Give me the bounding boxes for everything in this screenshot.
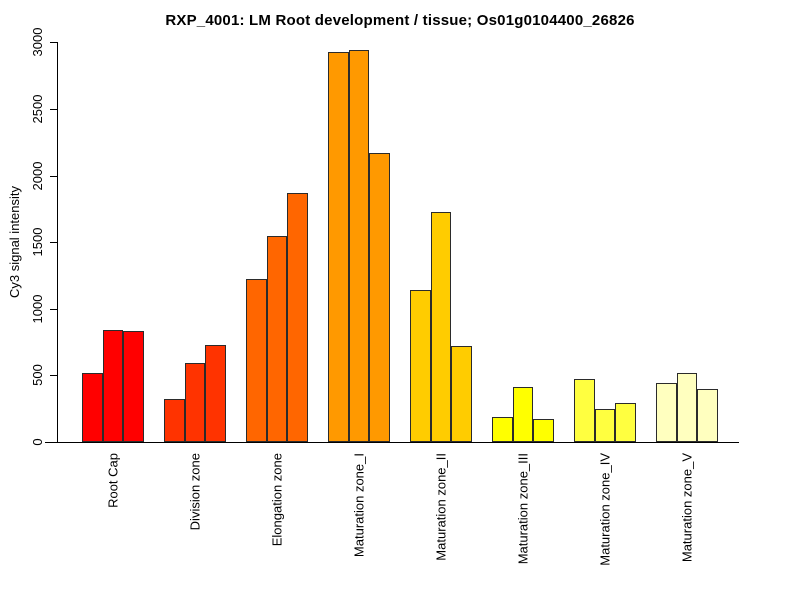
bar-root-cap-2 — [102, 330, 124, 442]
bar-division-zone-1 — [164, 398, 185, 442]
bar-elongation-zone-1 — [246, 278, 267, 442]
y-tick-label: 1000 — [30, 294, 45, 324]
bar-maturation-zone-ii-1 — [410, 290, 431, 442]
bar-maturation-zone-i-2 — [348, 50, 370, 442]
y-tick-label: 500 — [30, 364, 45, 387]
bar-root-cap-3 — [123, 330, 145, 442]
bar-maturation-zone-iii-3 — [533, 418, 555, 442]
y-tick-mark — [50, 442, 57, 443]
x-axis-line — [45, 442, 739, 443]
bar-maturation-zone-iv-2 — [594, 409, 616, 442]
y-tick-label: 1500 — [30, 227, 45, 257]
y-tick-mark — [50, 42, 57, 44]
bar-maturation-zone-iii-2 — [512, 386, 534, 442]
x-category-label: Maturation zone_II — [433, 453, 449, 561]
x-category-label: Maturation zone_V — [679, 453, 695, 563]
x-category-label: Division zone — [187, 453, 203, 531]
y-tick-mark — [50, 242, 57, 244]
chart-title: RXP_4001: LM Root development / tissue; … — [165, 12, 635, 29]
bar-elongation-zone-2 — [266, 235, 288, 442]
y-tick-mark — [50, 375, 57, 377]
bar-maturation-zone-i-3 — [369, 152, 391, 442]
y-tick-mark — [50, 109, 57, 110]
bar-maturation-zone-ii-3 — [451, 346, 473, 442]
bar-maturation-zone-iii-1 — [492, 417, 513, 442]
x-category-label: Root Cap — [105, 453, 121, 508]
bar-maturation-zone-iv-3 — [615, 402, 637, 442]
bar-maturation-zone-i-1 — [328, 52, 349, 442]
y-tick-label: 0 — [30, 438, 45, 446]
bar-division-zone-3 — [205, 344, 227, 442]
x-category-label: Maturation zone_I — [351, 453, 367, 558]
x-category-label: Maturation zone_IV — [597, 453, 613, 566]
x-category-label: Maturation zone_III — [515, 453, 531, 565]
y-tick-mark — [50, 175, 57, 177]
bar-maturation-zone-v-1 — [656, 383, 677, 442]
bar-division-zone-2 — [184, 363, 206, 442]
bar-maturation-zone-iv-1 — [574, 378, 595, 442]
bar-maturation-zone-v-3 — [697, 389, 719, 442]
y-tick-label: 2500 — [30, 94, 45, 124]
bar-maturation-zone-ii-2 — [430, 211, 452, 442]
y-tick-label: 3000 — [30, 27, 45, 57]
y-tick-mark — [50, 308, 57, 310]
bar-root-cap-1 — [82, 372, 103, 442]
y-tick-label: 2000 — [30, 161, 45, 191]
y-axis-title: Cy3 signal intensity — [7, 186, 22, 298]
x-category-label: Elongation zone — [269, 453, 285, 547]
bar-maturation-zone-v-2 — [676, 372, 698, 442]
bar-elongation-zone-3 — [287, 192, 309, 442]
y-axis-line — [57, 42, 58, 443]
